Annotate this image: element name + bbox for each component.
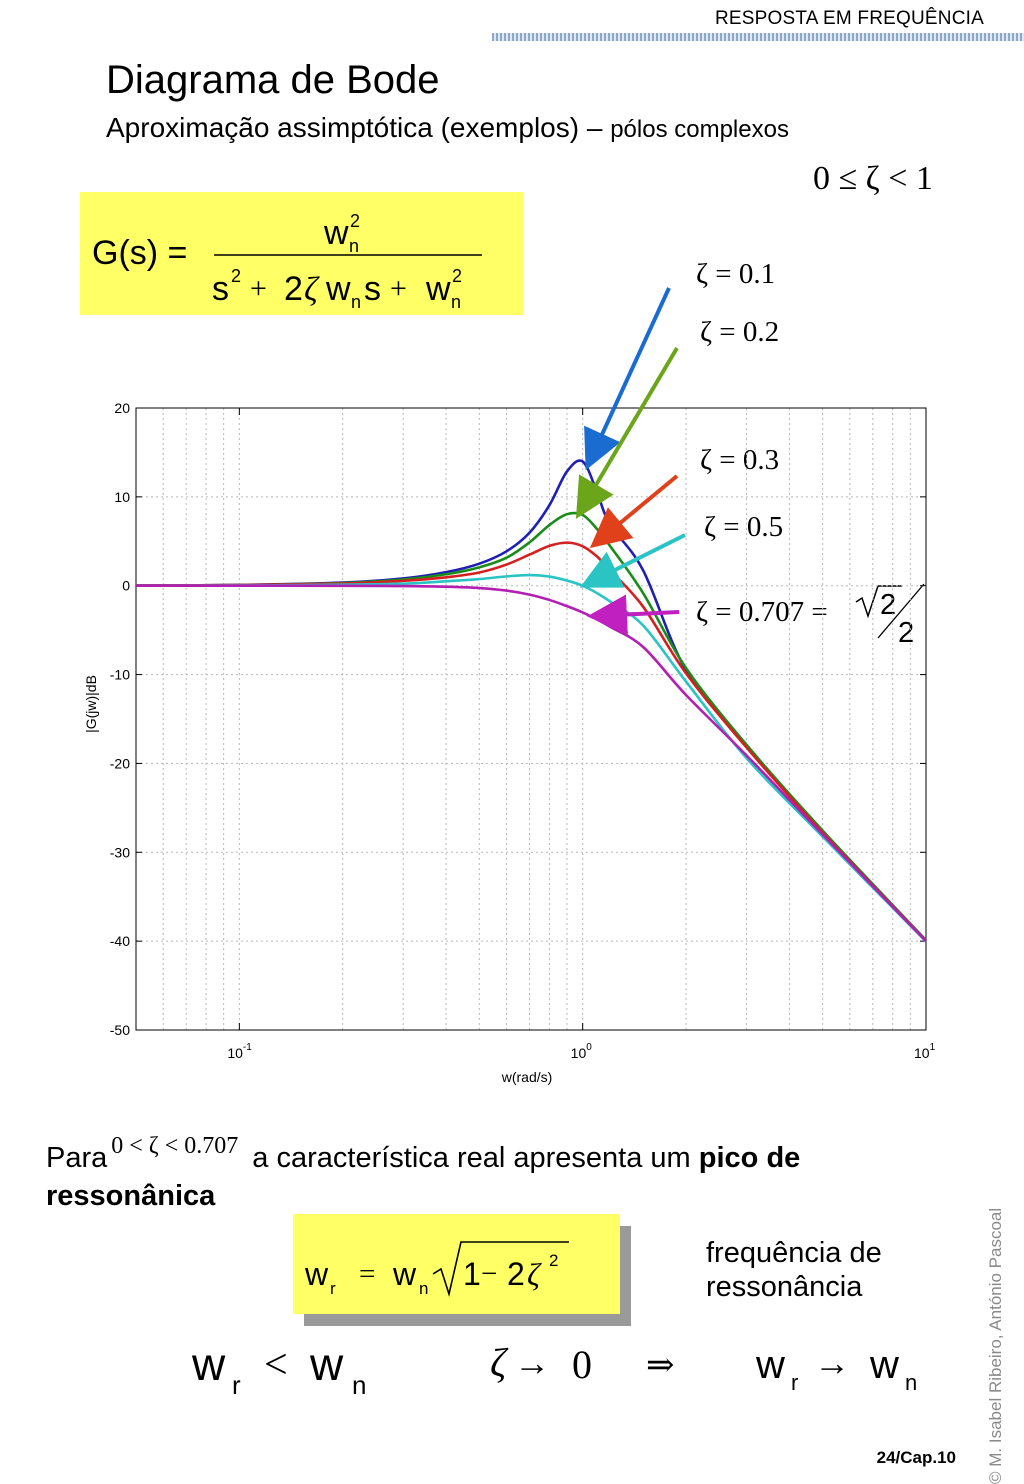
wr-zeta: ζ (527, 1256, 542, 1292)
y-axis-label: |G(jw)|dB (83, 675, 99, 733)
arrow-zeta-0-5 (579, 533, 686, 588)
wr-formula: w r = w n 1 − 2 ζ 2 (304, 1241, 569, 1298)
wr-two: 2 (507, 1256, 525, 1292)
pointer-arrows (575, 287, 686, 635)
rel-wn-sub: n (352, 1370, 366, 1400)
y-tick-label: -50 (110, 1022, 130, 1038)
rel-wr2-sub: r (791, 1370, 798, 1395)
series-line-zeta-0-3 (135, 541, 927, 942)
sqrt-num: 2 (880, 589, 896, 621)
x-tick-label: 100 (571, 1042, 593, 1061)
tf-den-w: w (325, 270, 351, 308)
slide-subtitle: Aproximação assimptótica (exemplos) – pó… (106, 112, 789, 144)
subtitle-main: Aproximação assimptótica (exemplos) – (106, 112, 603, 143)
page-number: 24/Cap.10 (876, 1448, 956, 1467)
rel-wr-sub: r (232, 1370, 241, 1400)
tf-den-2: 2 (284, 270, 303, 308)
y-tick-label: 20 (114, 400, 130, 416)
tf-den-zeta: ζ (304, 271, 320, 308)
series-line-zeta-0-707 (135, 584, 927, 943)
zeta-label-0-5: ζ = 0.5 (704, 511, 784, 543)
zeta-label-0-2: ζ = 0.2 (700, 316, 780, 348)
zeta-range: 0 ≤ ζ < 1 (813, 160, 933, 197)
x-tick-label: 10-1 (227, 1042, 252, 1061)
rel-wn2: w (869, 1343, 899, 1387)
rel-wn2-sub: n (905, 1370, 917, 1395)
arrow-zeta-0-3 (589, 474, 679, 549)
arrow-zeta-0-2 (575, 346, 679, 519)
tf-den-w-sub: n (351, 292, 361, 312)
wr-minus: − (481, 1258, 497, 1290)
implies-arrow: ⇒ (646, 1347, 675, 1384)
subtitle-small: pólos complexos (610, 116, 789, 143)
rel-zeta: ζ (490, 1340, 509, 1385)
tf-den-plus2: + (390, 272, 407, 305)
tf-den-w2: w (425, 270, 451, 308)
zeta-label-0-1: ζ = 0.1 (696, 258, 776, 290)
section-header: RESPOSTA EM FREQUÊNCIA (714, 8, 984, 29)
sqrt2-over-2: 2 2 (855, 583, 925, 646)
tf-num-w: w (323, 214, 349, 252)
y-tick-label: 0 (122, 578, 130, 594)
tf-den-w2-sup: 2 (452, 266, 462, 286)
wr-sub-r: r (330, 1279, 336, 1298)
tf-lhs: G(s) = (92, 234, 188, 272)
x-tick-label: 101 (914, 1042, 936, 1061)
zeta-label-0-3: ζ = 0.3 (700, 444, 780, 476)
arrow-zeta-0-707 (587, 594, 680, 635)
wr-wn: w (392, 1256, 417, 1292)
slide-title: Diagrama de Bode (106, 58, 440, 102)
y-tick-label: 10 (114, 489, 130, 505)
wr-sqrt-sign (432, 1241, 569, 1298)
rel-wr: w (191, 1338, 226, 1390)
header-decor-bar (492, 33, 1024, 41)
tf-den-w2-sub: n (451, 292, 461, 312)
rel-to-2: → (814, 1343, 850, 1383)
wr-eq: = (359, 1258, 375, 1290)
transfer-function-box: G(s) = w 2 n s 2 + 2 ζ w n s + w 2 n (80, 192, 523, 315)
wr-w: w (304, 1256, 329, 1292)
rel-lt: < (264, 1342, 288, 1388)
x-axis-label: w(rad/s) (501, 1069, 553, 1085)
bottom-relations: w r < w n ζ → 0 ⇒ w r → w n (191, 1338, 917, 1400)
para-bold: pico de ressonânica (46, 1142, 801, 1212)
slash (877, 583, 925, 639)
tf-den-plus1: + (250, 272, 267, 305)
rel-zero: 0 (572, 1342, 592, 1387)
para-condition: 0 < ζ < 0.707 (111, 1133, 239, 1159)
wr-zeta-sup: 2 (549, 1251, 558, 1270)
y-tick-label: -10 (110, 667, 130, 683)
tf-den-s: s (212, 270, 229, 308)
tf-fraction: w 2 n s 2 + 2 ζ w n s + w 2 n (212, 211, 482, 312)
para-text: a característica real apresenta um (252, 1142, 691, 1174)
rel-wr2: w (755, 1343, 785, 1387)
resonance-paragraph: Para 0 < ζ < 0.707 a característica real a… (46, 1133, 966, 1214)
wr-sub-n: n (419, 1279, 428, 1298)
freq-line-2: ressonância (706, 1271, 863, 1303)
copyright-vertical: © M. Isabel Ribeiro, António Pascoal (986, 1207, 1005, 1484)
tf-num-sup: 2 (350, 211, 360, 231)
tf-den-s2: s (364, 270, 381, 308)
zeta-label-0-707: ζ = 0.707 = (696, 596, 828, 628)
wr-formula-box: w r = w n 1 − 2 ζ 2 (293, 1214, 620, 1314)
plot-frame (135, 407, 927, 1031)
tf-num-sub: n (349, 236, 359, 256)
resonance-frequency-label: frequência de ressonância (706, 1236, 882, 1304)
rel-to-1: → (514, 1343, 550, 1383)
wr-one: 1 (463, 1256, 481, 1292)
y-tick-label: -30 (110, 844, 130, 860)
rel-wn: w (309, 1338, 344, 1390)
arrow-zeta-0-1 (584, 287, 671, 471)
y-tick-label: -20 (110, 755, 130, 771)
tf-den-s-sup: 2 (231, 266, 241, 286)
y-tick-label: -40 (110, 933, 130, 949)
para-prefix: Para (46, 1142, 108, 1174)
freq-line-1: frequência de (706, 1237, 882, 1269)
